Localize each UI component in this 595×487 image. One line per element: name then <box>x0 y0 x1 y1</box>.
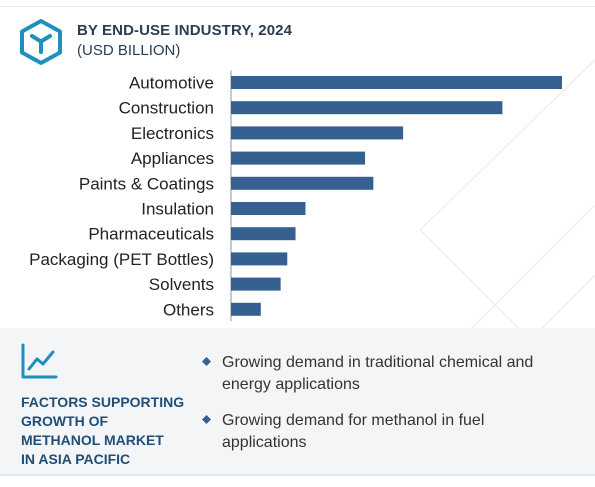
cube-hexagon-icon <box>20 19 62 65</box>
chart-subtitle: (USD BILLION) <box>77 42 181 59</box>
bar-insulation <box>231 202 306 215</box>
bar-chart: Automotive Construction Electronics Applian… <box>29 70 562 322</box>
factors-panel <box>0 328 595 474</box>
chart-title: BY END-USE INDUSTRY, 2024 <box>77 22 293 39</box>
bar-others <box>231 302 261 316</box>
category-label: Pharmaceuticals <box>88 225 214 244</box>
bar-appliances <box>231 151 366 165</box>
bar-solvents <box>231 277 281 291</box>
top-divider <box>0 6 595 7</box>
category-label: Others <box>163 300 214 319</box>
diamond-bullet-icon <box>202 357 211 366</box>
factor-bullet-text: Growing demand for methanol in fuel appl… <box>222 412 485 451</box>
bar-electronics <box>231 126 404 140</box>
factors-heading-line: FACTORS SUPPORTING <box>21 394 185 410</box>
trend-chart-icon <box>21 343 58 379</box>
category-label: Paints & Coatings <box>79 174 214 193</box>
bar-paints-coatings <box>231 176 374 190</box>
category-label: Electronics <box>131 124 214 143</box>
bottom-divider <box>0 474 595 476</box>
category-label: Insulation <box>141 200 214 219</box>
factors-heading-line: GROWTH OF <box>21 413 109 429</box>
category-label: Construction <box>119 99 214 118</box>
category-label: Solvents <box>149 275 214 294</box>
bar-construction <box>231 101 503 115</box>
factors-heading-line: METHANOL MARKET <box>21 432 164 448</box>
category-label: Packaging (PET Bottles) <box>29 250 214 269</box>
factors-heading: FACTORS SUPPORTING GROWTH OF METHANOL MA… <box>21 393 201 469</box>
category-label: Automotive <box>129 74 214 93</box>
diamond-bullet-icon <box>202 415 211 424</box>
bar-packaging-pet-bottles <box>231 252 288 266</box>
bar-pharmaceuticals <box>231 227 296 241</box>
bar-automotive <box>231 76 562 89</box>
category-label: Appliances <box>131 149 214 168</box>
factors-heading-line: IN ASIA PACIFIC <box>21 451 131 467</box>
factor-bullet-text: Growing demand in traditional chemical a… <box>222 354 534 393</box>
